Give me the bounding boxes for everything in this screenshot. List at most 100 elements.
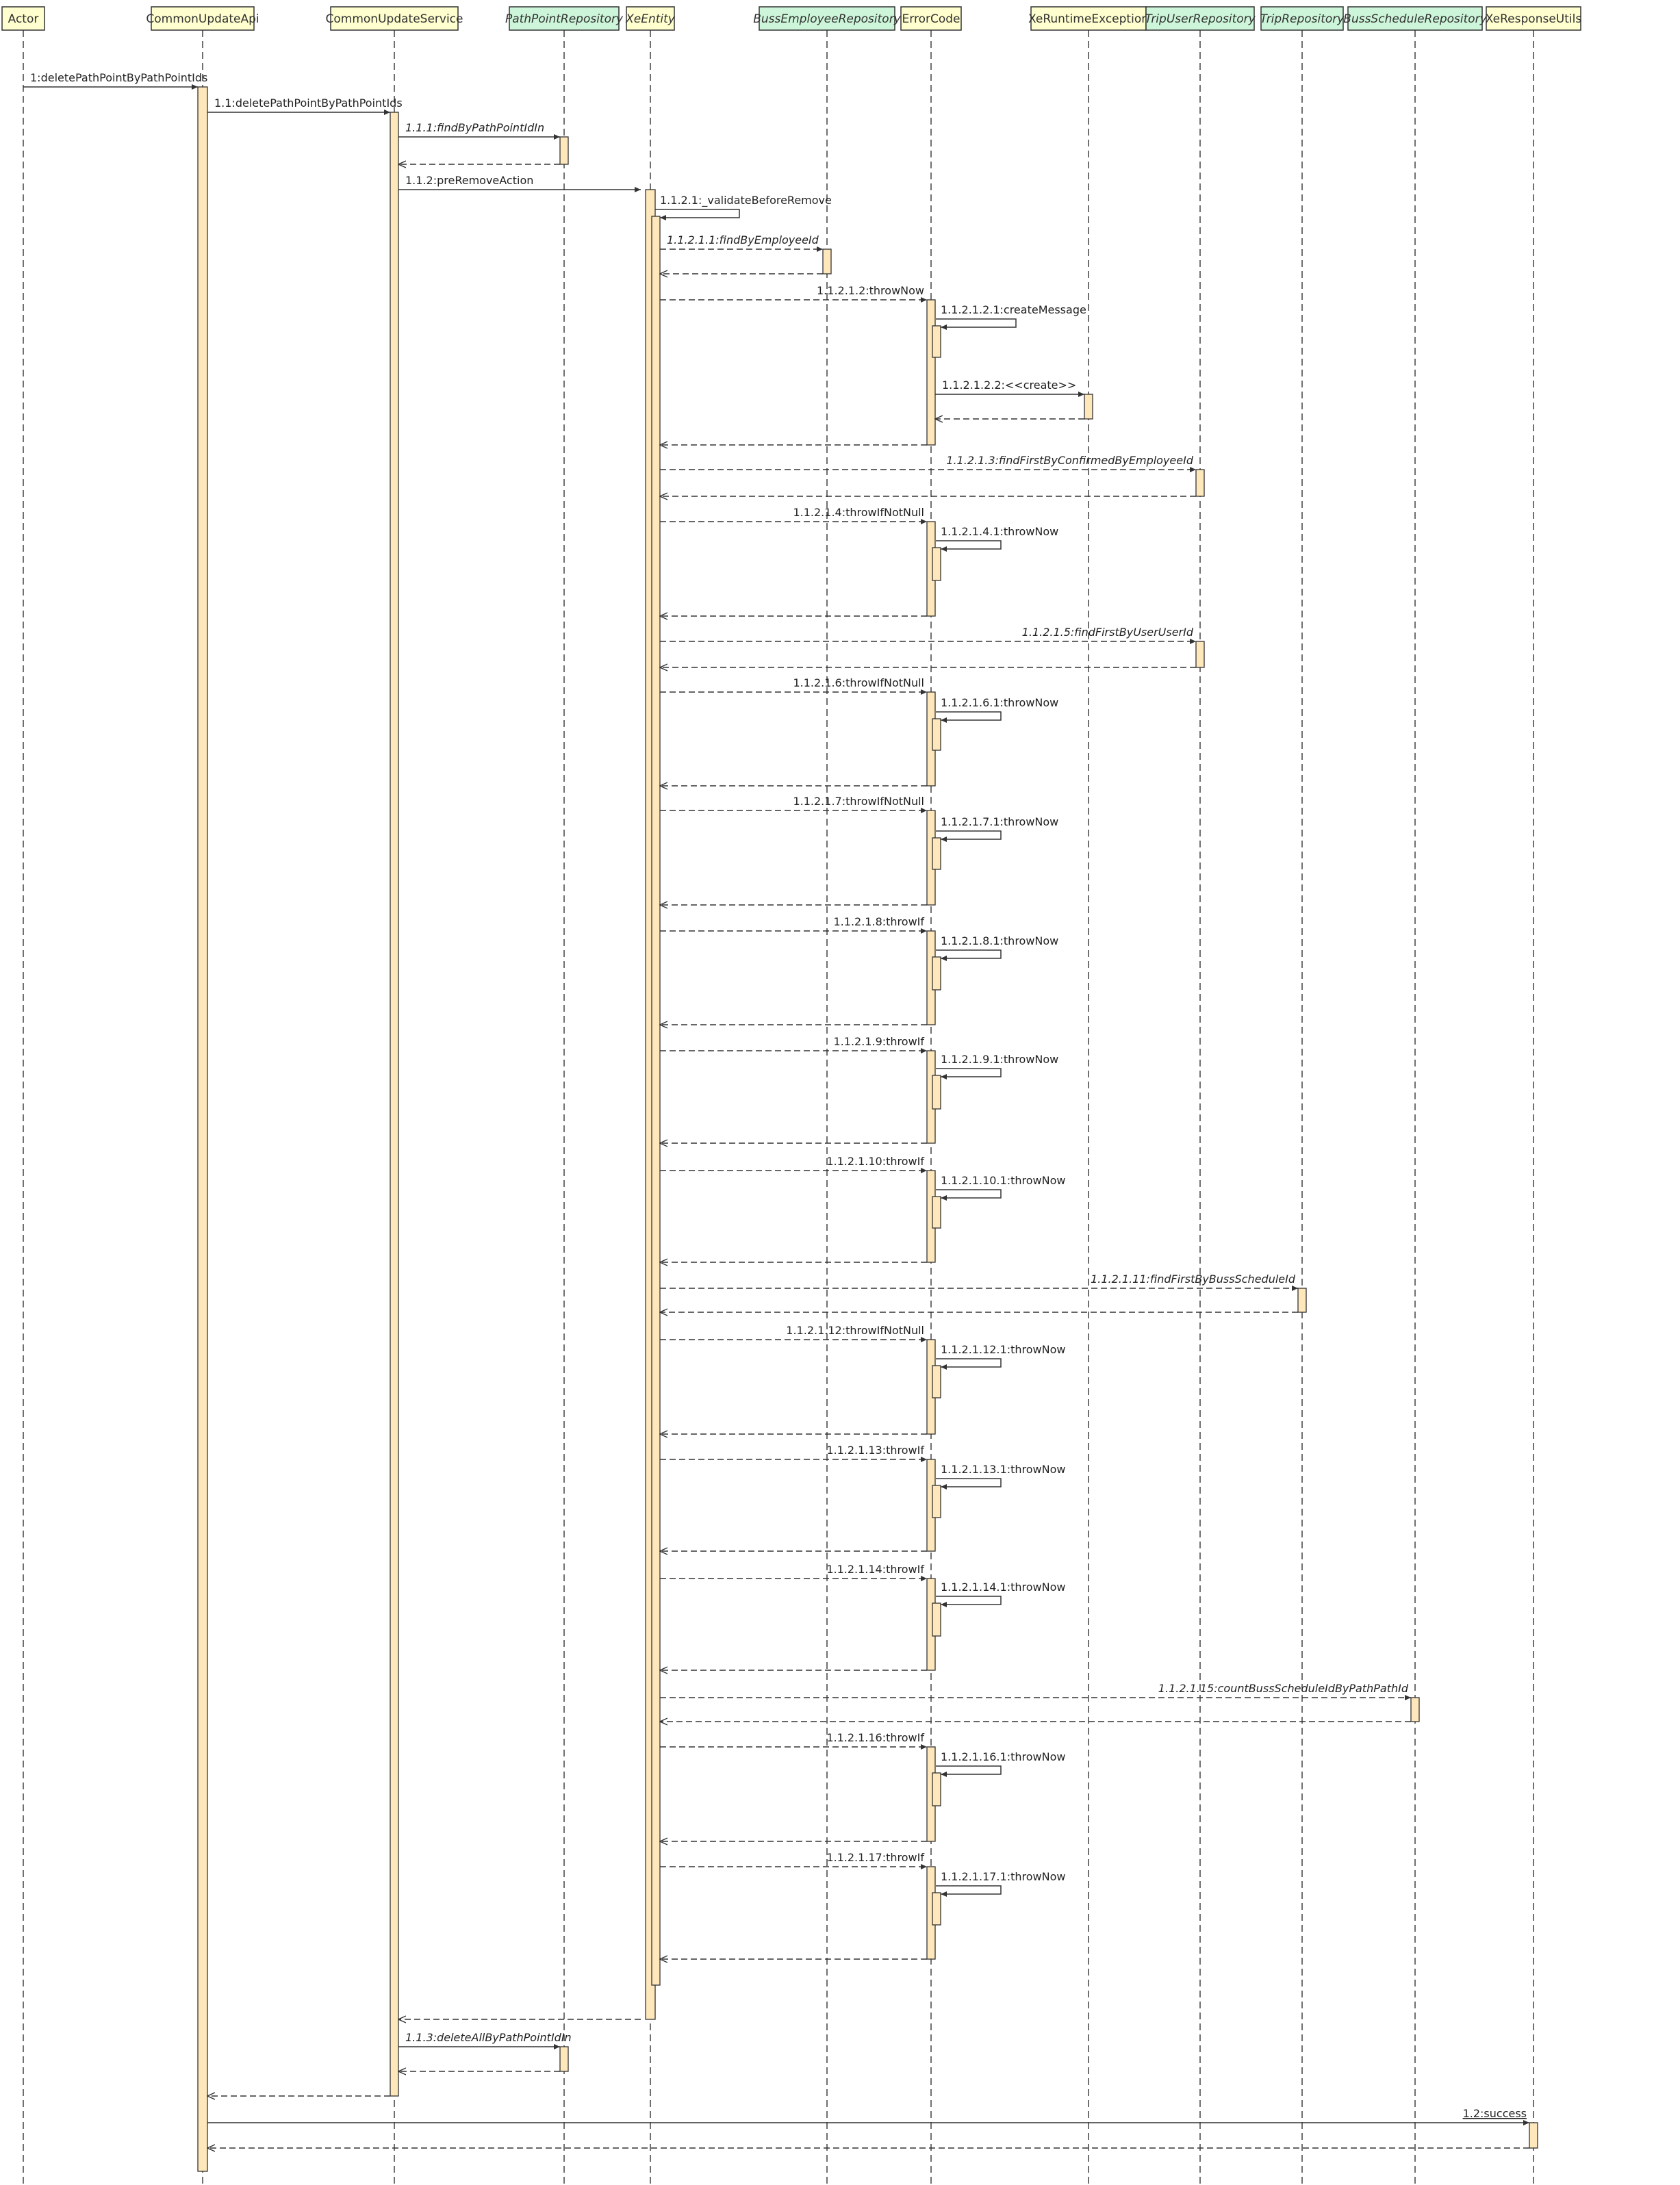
- participant-label: CommonUpdateApi: [146, 12, 259, 26]
- message: 1.1.2.1.12:throwIfNotNull: [660, 1324, 927, 1342]
- message-label: 1.1.2.1.7:throwIfNotNull: [793, 795, 924, 808]
- participant-ber[interactable]: BussEmployeeRepository: [753, 6, 902, 31]
- participant-label: ErrorCode: [902, 12, 960, 26]
- activation-bar-tur: [1195, 469, 1205, 497]
- lifelines: [23, 30, 1534, 2185]
- message: 1.1.2.1.13.1:throwNow: [936, 1463, 1065, 1490]
- message-label: 1.1.2.1.4.1:throwNow: [941, 525, 1058, 538]
- message: 1.1.2.1.2:throwNow: [660, 284, 927, 303]
- message-label: 1.1.2.1.9:throwIf: [834, 1035, 925, 1048]
- activation-bar-ec: [932, 1602, 941, 1637]
- message-label: 1:deletePathPointByPathPointIds: [30, 71, 207, 84]
- participant-label: BussEmployeeRepository: [753, 12, 901, 26]
- participant-headers: Actor CommonUpdateApi CommonUpdateService P…: [1, 6, 1582, 31]
- message-label: 1.1.2.1.16.1:throwNow: [941, 1750, 1065, 1763]
- activation-bar-api: [197, 86, 208, 2172]
- message-label: 1.1.2.1.8.1:throwNow: [941, 934, 1058, 947]
- participant-actor[interactable]: Actor: [1, 6, 45, 31]
- participant-box: [626, 6, 675, 31]
- message: 1.1.2.1.1:findByEmployeeId: [660, 233, 823, 252]
- message-label: 1.1.2.1.2.2:<<create>>: [942, 379, 1076, 392]
- self-call-arrow: [936, 540, 1002, 552]
- activation-bar-ec: [932, 956, 941, 991]
- participant-label: XeEntity: [625, 12, 676, 26]
- participant-api[interactable]: CommonUpdateApi: [146, 6, 259, 31]
- activation-bar-ec: [932, 325, 941, 358]
- activation-bar-ec: [932, 1075, 941, 1110]
- participant-tr[interactable]: TripRepository: [1260, 6, 1345, 31]
- self-call-arrow: [936, 1189, 1002, 1201]
- message-label: 1.1.2.1.8:throwIf: [834, 915, 925, 928]
- message: 1.1.2.1.10:throwIf: [660, 1155, 927, 1173]
- activation-bar-ec: [932, 1365, 941, 1398]
- message: 1.1.2.1.14.1:throwNow: [936, 1581, 1065, 1607]
- message: 1.1.2.1.2.1:createMessage: [936, 303, 1086, 330]
- activation-bar-ppr: [559, 2046, 569, 2072]
- activation-bar-ec: [932, 1485, 941, 1518]
- self-call-arrow: [655, 209, 740, 220]
- participant-xre[interactable]: XeRuntimeException: [1028, 6, 1149, 31]
- message-label: 1.1.2.1.13.1:throwNow: [941, 1463, 1065, 1476]
- message: 1.1.2.1.3:findFirstByConfirmedByEmployee…: [660, 454, 1196, 472]
- message: 1.1.2.1:_validateBeforeRemove: [655, 194, 832, 220]
- message-label: 1.1.1:findByPathPointIdIn: [405, 121, 544, 134]
- participant-tur[interactable]: TripUserRepository: [1145, 6, 1256, 31]
- activation-bar-ec: [932, 1772, 941, 1806]
- self-call-arrow: [936, 711, 1002, 723]
- participant-box: [151, 6, 255, 31]
- message-label: 1.1.2.1.11:findFirstByBussScheduleId: [1091, 1273, 1296, 1286]
- participant-label: XeResponseUtils: [1486, 12, 1582, 26]
- message: 1.1.2.1.9:throwIf: [660, 1035, 927, 1053]
- participant-bsr[interactable]: BussScheduleRepository: [1343, 6, 1488, 31]
- message: 1.1.2:preRemoveAction: [398, 174, 641, 192]
- activation-bar-ec: [926, 299, 936, 446]
- participant-xru[interactable]: XeResponseUtils: [1486, 6, 1582, 31]
- self-call-arrow: [936, 1765, 1002, 1777]
- participant-label: BussScheduleRepository: [1343, 12, 1487, 26]
- message: 1.1.2.1.6.1:throwNow: [936, 696, 1058, 723]
- participant-ec[interactable]: ErrorCode: [900, 6, 962, 31]
- message: 1.1.2.1.2.2:<<create>>: [935, 379, 1084, 397]
- messages: 1:deletePathPointByPathPointIds 1.1:delet…: [23, 71, 1529, 2148]
- message: 1.1.2.1.15:countBussScheduleIdByPathPath…: [660, 1682, 1411, 1700]
- message-label: 1.1.2.1.4:throwIfNotNull: [793, 506, 924, 519]
- activation-bar-ber: [822, 248, 832, 274]
- participant-ppr[interactable]: PathPointRepository: [505, 6, 624, 31]
- activation-bar-tr: [1297, 1288, 1307, 1313]
- self-call-arrow: [936, 318, 1017, 330]
- message-label: 1.1.2.1.14.1:throwNow: [941, 1581, 1065, 1594]
- participant-xe[interactable]: XeEntity: [625, 6, 676, 31]
- message-label: 1.1.2.1.6.1:throwNow: [941, 696, 1058, 709]
- message-label: 1.1.2.1.9.1:throwNow: [941, 1053, 1058, 1066]
- message-label: 1.1.2.1.17:throwIf: [826, 1851, 924, 1864]
- message-label: 1.1.2.1.5:findFirstByUserUserId: [1022, 626, 1194, 639]
- message: 1.1.1:findByPathPointIdIn: [398, 121, 560, 140]
- activation-bar-xe: [651, 216, 661, 1986]
- message: 1.1.2.1.12.1:throwNow: [936, 1343, 1065, 1370]
- activation-bar-ec: [932, 837, 941, 870]
- self-call-arrow: [936, 1478, 1002, 1490]
- message: 1.1.2.1.8:throwIf: [660, 915, 927, 934]
- message: 1.1.2.1.9.1:throwNow: [936, 1053, 1058, 1079]
- message-label: 1.1.2.1.16:throwIf: [826, 1731, 924, 1744]
- self-call-arrow: [936, 1885, 1002, 1897]
- participant-label: TripRepository: [1260, 12, 1345, 26]
- message-label: 1.1.2:preRemoveAction: [405, 174, 533, 187]
- participant-box: [759, 6, 895, 31]
- message-label: 1.1.2.1.17.1:throwNow: [941, 1870, 1065, 1883]
- message-label: 1.1.2.1.10.1:throwNow: [941, 1174, 1065, 1187]
- activation-bar-bsr: [1410, 1697, 1420, 1722]
- activation-bar-tur: [1195, 641, 1205, 668]
- activation-bar-xre: [1084, 394, 1093, 420]
- message-label: 1.1.2.1.2:throwNow: [817, 284, 924, 297]
- message: 1.1.2.1.7:throwIfNotNull: [660, 795, 927, 813]
- participant-svc[interactable]: CommonUpdateService: [326, 6, 463, 31]
- message: 1.1.2.1.7.1:throwNow: [936, 815, 1058, 842]
- message-label: 1.1.2.1:_validateBeforeRemove: [660, 194, 832, 207]
- participant-label: TripUserRepository: [1145, 12, 1256, 26]
- message-label: 1.1.2.1.12:throwIfNotNull: [786, 1324, 924, 1337]
- participant-label: PathPointRepository: [505, 12, 624, 26]
- message: 1.1.2.1.5:findFirstByUserUserId: [660, 626, 1196, 644]
- message: 1.1.2.1.17.1:throwNow: [936, 1870, 1065, 1897]
